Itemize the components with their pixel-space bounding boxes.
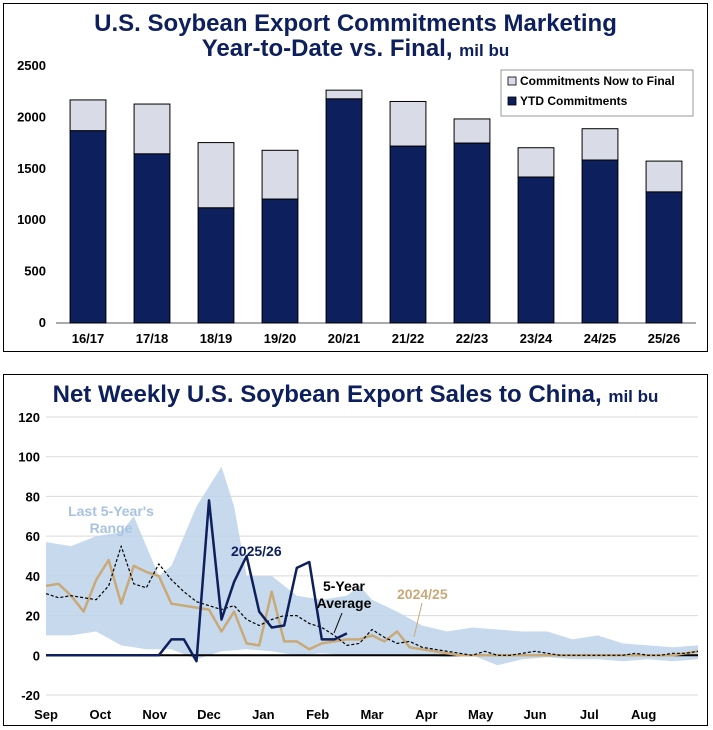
x-tick-label: 24/25	[584, 331, 617, 346]
line-chart-title-unit: mil bu	[608, 387, 659, 406]
bar-ytd	[133, 153, 171, 324]
bar-now-to-final	[645, 160, 683, 193]
bar-now-to-final	[453, 118, 491, 144]
y-tick-label: 0	[39, 315, 46, 330]
annotation-range-line1: Last 5-Year's	[68, 503, 154, 519]
y-tick-label: 2000	[17, 109, 46, 124]
legend-swatch	[507, 96, 517, 106]
y-tick-label: -20	[21, 688, 40, 703]
annotation-2025-26: 2025/26	[231, 543, 282, 559]
legend-label: YTD Commitments	[520, 94, 628, 108]
bar-ytd	[453, 142, 491, 324]
y-tick-label: 2500	[17, 58, 46, 73]
bar-now-to-final	[133, 103, 171, 155]
series-5yr-average-line	[45, 545, 699, 656]
x-tick-label: Jul	[580, 707, 599, 722]
line-chart-title-main: Net Weekly U.S. Soybean Export Sales to …	[52, 381, 602, 408]
bar-ytd	[325, 98, 363, 324]
x-tick-label: 16/17	[72, 331, 105, 346]
x-tick-label: 23/24	[520, 331, 553, 346]
y-tick-label: 500	[24, 264, 46, 279]
y-tick-label: 1000	[17, 212, 46, 227]
bar-chart-title-unit: mil bu	[459, 41, 510, 60]
annotation-avg-line1: 5-Year	[323, 578, 366, 594]
series-2025-26-line	[46, 499, 348, 663]
line-chart-panel: Net Weekly U.S. Soybean Export Sales to …	[3, 374, 708, 726]
x-tick-label: Nov	[142, 707, 167, 722]
x-tick-label: Apr	[415, 707, 437, 722]
x-tick-label: Oct	[89, 707, 111, 722]
y-tick-label: 20	[26, 609, 40, 624]
bar-now-to-final	[517, 147, 555, 178]
bar-ytd	[389, 145, 427, 324]
x-tick-label: Feb	[306, 707, 329, 722]
x-tick-label: 22/23	[456, 331, 489, 346]
y-tick-label: 120	[18, 410, 40, 425]
annotation-avg-pointer	[333, 612, 343, 634]
bar-now-to-final	[261, 149, 299, 200]
bar-ytd	[69, 130, 107, 324]
bar-now-to-final	[581, 128, 619, 161]
x-tick-label: 21/22	[392, 331, 425, 346]
bar-chart-title-line1: U.S. Soybean Export Commitments Marketin…	[94, 10, 617, 37]
y-tick-label: 80	[26, 489, 40, 504]
y-tick-label: 100	[18, 450, 40, 465]
bar-chart-svg: 0 500 1000 1500 2000 2500 16/17 17/18 18/19 19/20…	[17, 58, 696, 346]
annotation-2024-25: 2024/25	[397, 586, 448, 602]
x-tick-label: 18/19	[200, 331, 233, 346]
legend: Commitments Now to Final YTD Commitments	[500, 69, 694, 117]
y-tick-label: 60	[26, 529, 40, 544]
line-chart-svg: -20 0 20 40 60 80 100 120 Sep Oct Nov Dec Jan Feb Mar A…	[18, 410, 699, 722]
x-tick-label: Dec	[197, 707, 221, 722]
x-tick-label: 25/26	[648, 331, 681, 346]
x-tick-label: Mar	[360, 707, 383, 722]
legend-label: Commitments Now to Final	[520, 74, 675, 88]
x-tick-label: Sep	[34, 707, 58, 722]
bar-now-to-final	[69, 99, 107, 132]
y-tick-label: 0	[33, 648, 40, 663]
line-chart-title: Net Weekly U.S. Soybean Export Sales to …	[4, 381, 707, 409]
bar-ytd	[197, 207, 235, 324]
bar-chart-title-main: Year-to-Date vs. Final,	[201, 35, 453, 62]
x-tick-label: Jun	[523, 707, 546, 722]
bar-ytd	[645, 191, 683, 324]
bar-chart-panel: U.S. Soybean Export Commitments Marketin…	[3, 3, 708, 352]
x-tick-label: May	[468, 707, 494, 722]
annotation-prev-pointer	[413, 602, 423, 638]
y-tick-label: 1500	[17, 161, 46, 176]
x-tick-label: Jan	[252, 707, 274, 722]
x-tick-label: 20/21	[328, 331, 361, 346]
legend-swatch	[507, 76, 517, 86]
y-tick-label: 40	[26, 569, 40, 584]
annotation-range-line2: Range	[90, 520, 133, 536]
bar-now-to-final	[389, 100, 427, 147]
annotation-avg-line2: Average	[317, 595, 372, 611]
bar-chart-title-line2: Year-to-Date vs. Final, mil bu	[4, 35, 707, 63]
bar-ytd	[581, 159, 619, 324]
bar-now-to-final	[197, 142, 235, 209]
x-tick-label: 19/20	[264, 331, 297, 346]
bar-now-to-final	[325, 89, 363, 100]
x-tick-label: Aug	[631, 707, 656, 722]
bar-ytd	[261, 198, 299, 324]
legend-box	[500, 69, 694, 117]
bar-ytd	[517, 176, 555, 324]
x-tick-label: 17/18	[136, 331, 169, 346]
